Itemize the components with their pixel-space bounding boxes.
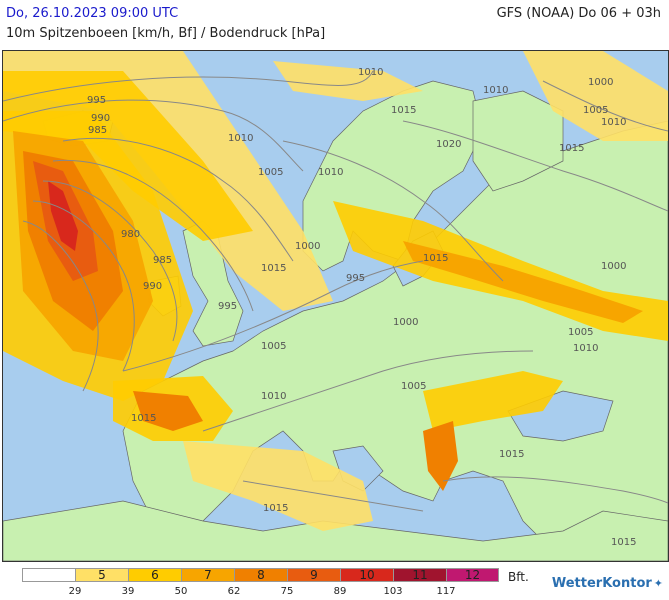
legend-cell-label: 6 [151, 568, 159, 582]
legend-unit: Bft. [508, 570, 529, 584]
isobar-label: 1010 [318, 167, 343, 178]
wetterkontor-logo-icon: ✦ [653, 577, 663, 590]
isobar-label: 995 [346, 273, 365, 284]
isobar-label: 1015 [611, 537, 636, 548]
legend-cell: 11 [393, 568, 446, 582]
isobar-label: 985 [88, 125, 107, 136]
isobar-label: 980 [121, 229, 140, 240]
legend-tick: 62 [227, 586, 241, 597]
brand-name: WetterKontor [551, 576, 652, 591]
legend-cell: 6 [128, 568, 181, 582]
map-subtitle: 10m Spitzenboeen [km/h, Bf] / Bodendruck… [6, 26, 326, 41]
isobar-label: 1000 [588, 77, 613, 88]
isobar-label: 1010 [601, 117, 626, 128]
isobar-label: 1005 [261, 341, 286, 352]
isobar-label: 995 [87, 95, 106, 106]
isobar-labels: 1010 1010 1000 995 990 985 1010 1005 101… [87, 67, 636, 548]
isobar-label: 1015 [263, 503, 288, 514]
isobar-label: 1005 [583, 105, 608, 116]
legend-cell: 12 [446, 568, 499, 582]
isobar-label: 1010 [483, 85, 508, 96]
legend-cell-label: 7 [204, 568, 212, 582]
legend-cell: 10 [340, 568, 393, 582]
isobar-label: 1015 [391, 105, 416, 116]
isobar-label: 1015 [131, 413, 156, 424]
legend-tick: 89 [333, 586, 347, 597]
legend-tick: 75 [280, 586, 294, 597]
legend-cell: 9 [287, 568, 340, 582]
weather-map: 1010 1010 1000 995 990 985 1010 1005 101… [2, 50, 669, 562]
legend-cell-label: 5 [98, 568, 106, 582]
isobar-label: 1010 [261, 391, 286, 402]
legend-cell-label: 11 [412, 568, 428, 582]
isobar-label: 1015 [559, 143, 584, 154]
map-svg: 1010 1010 1000 995 990 985 1010 1005 101… [3, 51, 668, 561]
legend-tick: 103 [383, 586, 403, 597]
isobar-label: 1015 [423, 253, 448, 264]
legend-cell-label: 10 [359, 568, 375, 582]
legend-tick: 39 [121, 586, 135, 597]
isobar-label: 1005 [258, 167, 283, 178]
isobar-label: 1015 [261, 263, 286, 274]
isobar-label: 1000 [295, 241, 320, 252]
brand-logo[interactable]: WetterKontor ✦ [552, 576, 663, 591]
isobar-label: 995 [218, 301, 237, 312]
isobar-label: 1010 [228, 133, 253, 144]
isobar-lines [3, 70, 668, 512]
legend-cell-label: 9 [310, 568, 318, 582]
isobar-label: 1005 [401, 381, 426, 392]
legend-tick: 117 [436, 586, 456, 597]
isobar-label: 1000 [601, 261, 626, 272]
gust-legend: 5 6 7 8 9 10 11 12 [22, 568, 499, 584]
gust-shading [3, 51, 668, 531]
isobar-label: 985 [153, 255, 172, 266]
forecast-date: Do, 26.10.2023 09:00 UTC [6, 6, 179, 21]
legend-cell [22, 568, 75, 582]
legend-tick: 29 [68, 586, 82, 597]
isobar-label: 1010 [358, 67, 383, 78]
isobar-label: 1020 [436, 139, 461, 150]
isobar-label: 1005 [568, 327, 593, 338]
isobar-label: 990 [143, 281, 162, 292]
legend-cell-label: 12 [464, 568, 481, 582]
legend-cell: 7 [181, 568, 234, 582]
legend-cell-label: 8 [257, 568, 265, 582]
isobar-label: 1015 [499, 449, 524, 460]
legend-cell: 8 [234, 568, 287, 582]
model-run: GFS (NOAA) Do 06 + 03h [496, 6, 661, 21]
legend-tick: 50 [174, 586, 188, 597]
legend-cell: 5 [75, 568, 128, 582]
isobar-label: 1010 [573, 343, 598, 354]
isobar-label: 1000 [393, 317, 418, 328]
isobar-label: 990 [91, 113, 110, 124]
